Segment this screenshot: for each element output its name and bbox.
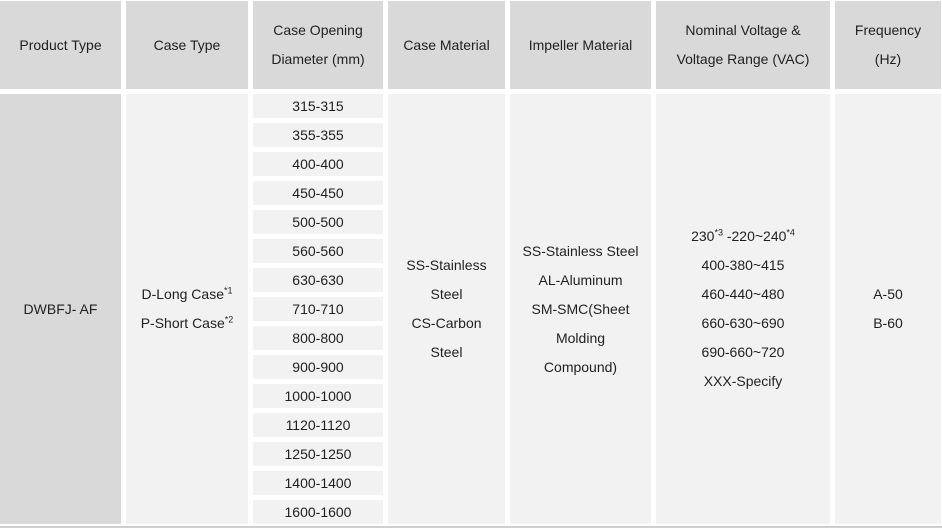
voltage-option: 660-630~690	[701, 315, 785, 331]
diameter-row: 710-710	[253, 297, 383, 321]
header-impeller-material: Impeller Material	[510, 1, 651, 89]
voltage-option: 690-660~720	[701, 344, 785, 360]
header-frequency-label: Frequency (Hz)	[854, 22, 922, 67]
diameter-row: 1600-1600	[253, 500, 383, 524]
diameter-row: 1400-1400	[253, 471, 383, 495]
header-case-material-label: Case Material	[403, 36, 490, 53]
case-material-option: SS-Stainless Steel	[406, 257, 487, 302]
case-type-option-label: P-Short Case	[140, 315, 225, 331]
case-type-option-label: D-Long Case	[141, 286, 224, 302]
cell-product-type: DWBFJ- AF	[0, 94, 121, 524]
diameter-row: 1000-1000	[253, 384, 383, 408]
frequency-option: A-50	[873, 286, 903, 302]
voltage-part: -220~240	[722, 228, 787, 244]
voltage-option: 460-440~480	[701, 286, 785, 302]
diameter-row: 500-500	[253, 210, 383, 234]
diameter-row: 1120-1120	[253, 413, 383, 437]
header-case-type: Case Type	[126, 1, 248, 89]
diameter-row: 630-630	[253, 268, 383, 292]
footnote-marker: *1	[223, 285, 233, 296]
header-nominal-voltage-label: Nominal Voltage & Voltage Range (VAC)	[676, 22, 810, 67]
diameter-row: 560-560	[253, 239, 383, 263]
cell-case-material: SS-Stainless Steel CS-Carbon Steel	[388, 94, 505, 524]
impeller-material-option: AL-Aluminum	[538, 271, 623, 288]
table-bottom-border	[0, 526, 942, 528]
product-type-value: DWBFJ- AF	[23, 300, 98, 317]
case-type-option: P-Short Case*2	[141, 309, 234, 338]
voltage-option: 230*3 -220~240*4	[691, 222, 795, 251]
footnote-marker: *4	[786, 227, 795, 238]
voltage-part: 230	[691, 228, 715, 244]
header-case-opening-diameter: Case Opening Diameter (mm)	[253, 1, 383, 89]
header-product-type-label: Product Type	[19, 36, 102, 53]
diameter-row: 355-355	[253, 123, 383, 147]
diameter-row: 900-900	[253, 355, 383, 379]
header-nominal-voltage: Nominal Voltage & Voltage Range (VAC)	[656, 1, 830, 89]
cell-frequency: A-50 B-60	[835, 94, 941, 524]
footnote-marker: *3	[714, 227, 723, 238]
diameter-row: 1250-1250	[253, 442, 383, 466]
diameter-row: 800-800	[253, 326, 383, 350]
cell-case-type: D-Long Case*1 P-Short Case*2	[126, 94, 248, 524]
header-impeller-material-label: Impeller Material	[528, 36, 633, 53]
diameter-row: 400-400	[253, 152, 383, 176]
header-product-type: Product Type	[0, 1, 121, 89]
diameter-row: 450-450	[253, 181, 383, 205]
cell-nominal-voltage: 230*3 -220~240*4 400-380~415 460-440~480…	[656, 94, 830, 524]
impeller-material-option: SS-Stainless Steel	[522, 242, 639, 259]
header-frequency: Frequency (Hz)	[835, 1, 941, 89]
case-material-option: CS-Carbon Steel	[411, 315, 482, 360]
header-case-type-label: Case Type	[153, 36, 221, 53]
voltage-option: 400-380~415	[701, 257, 785, 273]
case-type-option: D-Long Case*1	[141, 280, 232, 309]
frequency-option: B-60	[873, 315, 903, 331]
diameter-row: 315-315	[253, 94, 383, 118]
footnote-marker: *2	[224, 314, 234, 325]
header-case-material: Case Material	[388, 1, 505, 89]
header-case-opening-diameter-label: Case Opening Diameter (mm)	[271, 22, 365, 67]
cell-impeller-material: SS-Stainless Steel AL-Aluminum SM-SMC(Sh…	[510, 94, 651, 524]
voltage-option: XXX-Specify	[703, 373, 783, 389]
impeller-material-option: SM-SMC(Sheet Molding Compound)	[531, 300, 630, 375]
